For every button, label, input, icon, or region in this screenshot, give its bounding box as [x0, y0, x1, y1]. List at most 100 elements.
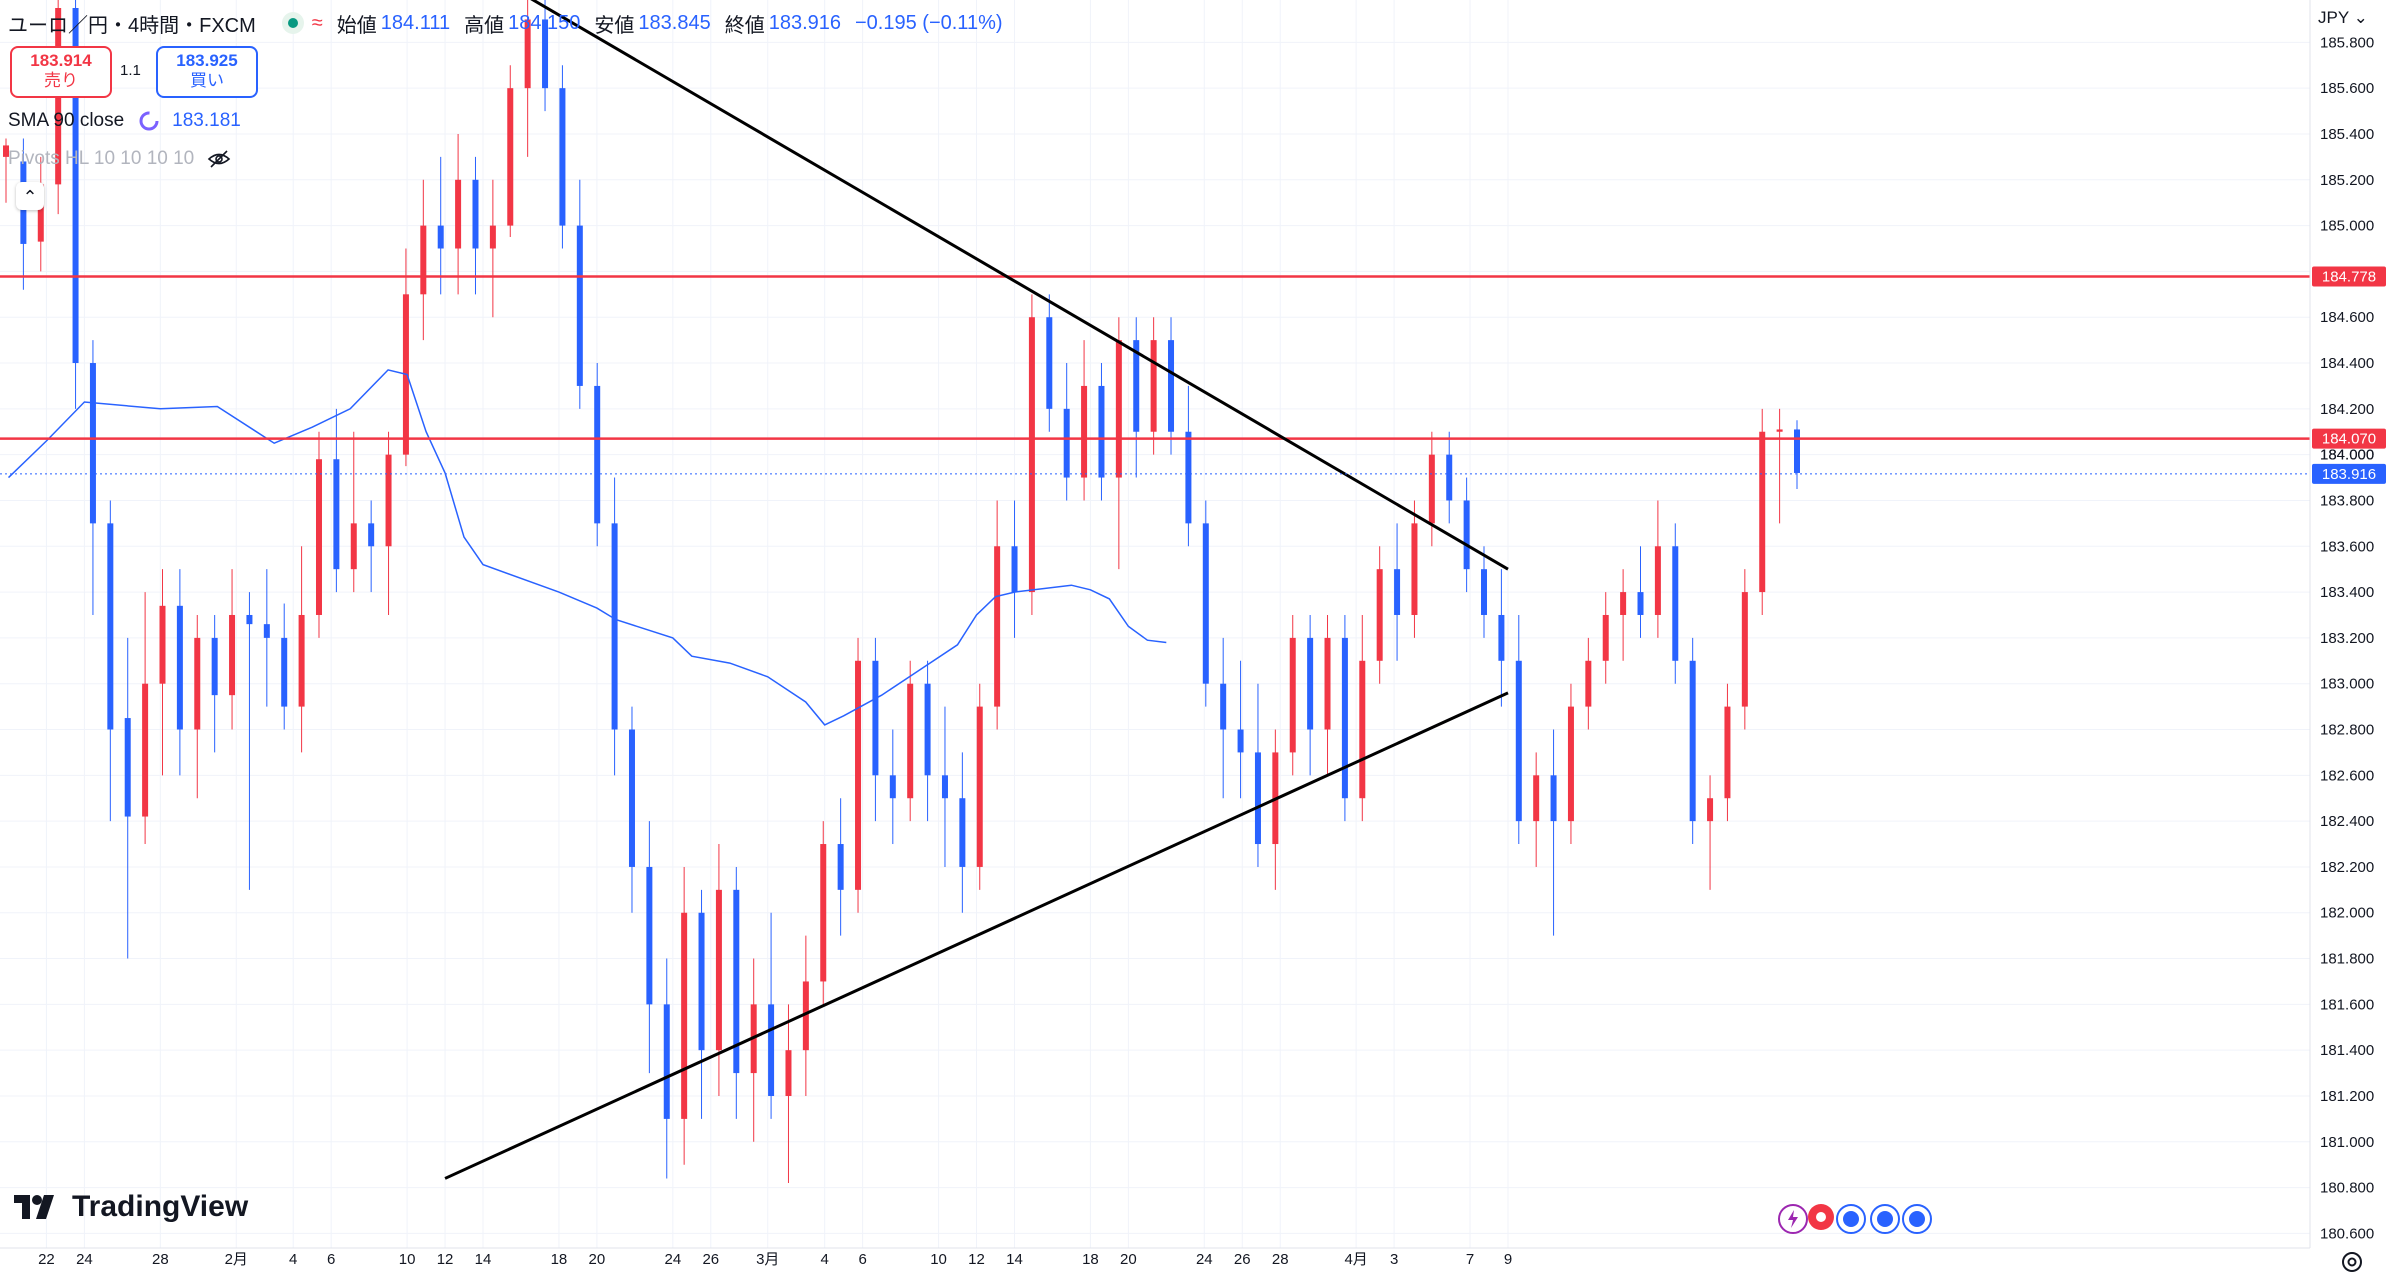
x-tick-label: 18	[1082, 1251, 1099, 1268]
trendline	[444, 691, 1509, 1180]
y-tick-label: 182.600	[2320, 767, 2374, 784]
trendline	[530, 0, 1509, 571]
y-tick-label: 183.200	[2320, 630, 2374, 647]
logo-text: TradingView	[72, 1190, 249, 1223]
y-tick-label: 182.800	[2320, 722, 2374, 739]
x-tick-label: 4	[289, 1251, 297, 1268]
candle-body	[663, 1004, 670, 1119]
trendlines[interactable]	[331, 0, 1509, 1180]
event-icon-blue-2[interactable]	[1870, 1204, 1900, 1234]
pivots-legend[interactable]: Pivots HL 10 10 10 10	[8, 146, 232, 172]
chart-settings-icon[interactable]	[2338, 1248, 2366, 1276]
candle-body	[1741, 592, 1748, 707]
candle-body	[733, 889, 740, 1074]
time-axis[interactable]: 22 24 28 2月 4 6 10 12 14 18 20 24 26 3月 4 6 10 12 14 18 20 24…	[38, 1251, 1512, 1268]
candle-body	[368, 523, 375, 547]
candle-body	[1602, 614, 1609, 661]
low-value: 183.845	[638, 11, 711, 34]
candle-body	[1620, 592, 1627, 615]
candle-body	[1237, 729, 1244, 753]
candle-body	[1724, 706, 1731, 799]
buy-button[interactable]: 183.925 買い	[156, 46, 258, 98]
y-tick-label: 185.200	[2320, 172, 2374, 189]
y-tick-label: 185.400	[2320, 126, 2374, 143]
y-tick-label: 183.400	[2320, 584, 2374, 601]
candle-body	[281, 637, 288, 707]
candle-body	[298, 614, 305, 707]
candle-body	[1411, 523, 1418, 615]
candle-body	[1324, 637, 1331, 730]
buy-price: 183.925	[176, 51, 238, 70]
x-tick-label: 14	[1006, 1251, 1023, 1268]
sell-label: 売り	[44, 71, 78, 90]
x-tick-label: 6	[327, 1251, 335, 1268]
x-tick-label: 10	[399, 1251, 416, 1268]
candle-body	[1341, 637, 1348, 799]
price-tag-label: 183.916	[2322, 466, 2376, 483]
x-tick-label: 3	[1390, 1251, 1398, 1268]
candle-body	[1254, 752, 1261, 845]
candle-body	[715, 889, 722, 1051]
price-axis[interactable]: 180.600 180.800 181.000 181.200 181.400 181.6…	[2320, 34, 2374, 1242]
candle-body	[385, 454, 392, 547]
event-icon-red[interactable]	[1808, 1204, 1834, 1230]
close-label: 終値	[724, 14, 765, 37]
candle-body	[855, 660, 862, 890]
event-icon-flash[interactable]	[1778, 1204, 1808, 1234]
candle-body	[576, 225, 583, 386]
sell-button[interactable]: 183.914 売り	[10, 46, 112, 98]
candle-body	[1637, 592, 1644, 615]
event-icon-blue-1[interactable]	[1836, 1204, 1866, 1234]
price-tag-label: 184.778	[2322, 268, 2376, 285]
x-tick-label: 22	[38, 1251, 55, 1268]
y-tick-label: 185.800	[2320, 34, 2374, 51]
candle-body	[1289, 637, 1296, 753]
currency-selector[interactable]: JPY ⌄	[2318, 8, 2368, 28]
tradingview-logo-icon	[14, 1195, 54, 1219]
y-tick-label: 184.600	[2320, 309, 2374, 326]
x-tick-label: 7	[1466, 1251, 1474, 1268]
candle-body	[976, 706, 983, 867]
candle-body	[1028, 317, 1035, 593]
sma-90-line	[7, 369, 1167, 726]
candle-body	[1202, 523, 1209, 684]
symbol-title[interactable]: ユーロ／円・4時間・FXCM	[8, 14, 256, 37]
candle-body	[1376, 569, 1383, 661]
horizontal-levels[interactable]	[0, 275, 2310, 440]
candle-body	[1689, 660, 1696, 822]
candle-body	[1307, 637, 1314, 730]
candle-body	[1463, 500, 1470, 570]
candle-body	[559, 88, 566, 226]
tradingview-logo[interactable]: TradingView	[14, 1190, 248, 1224]
candle-body	[1011, 546, 1018, 593]
x-tick-label: 26	[1234, 1251, 1251, 1268]
sell-price: 183.914	[30, 51, 92, 70]
y-tick-label: 185.000	[2320, 218, 2374, 235]
candle-body	[872, 660, 879, 776]
y-tick-label: 184.200	[2320, 401, 2374, 418]
candle-body	[246, 614, 253, 625]
candle-body	[229, 614, 236, 696]
candle-body	[1776, 429, 1783, 432]
price-label: 184.000	[2320, 447, 2374, 464]
collapse-legend-button[interactable]: ⌃	[16, 182, 44, 210]
candle-body	[1446, 454, 1453, 501]
candle-body	[1794, 429, 1800, 473]
y-tick-label: 181.000	[2320, 1134, 2374, 1151]
candle-body	[802, 981, 809, 1051]
hidden-eye-icon[interactable]	[206, 146, 232, 172]
event-icon-blue-3[interactable]	[1902, 1204, 1932, 1234]
change-value: −0.195 (−0.11%)	[855, 11, 1003, 34]
candle-body	[907, 683, 914, 799]
candle-body	[1115, 340, 1122, 478]
sma-legend[interactable]: SMA 90 close 183.181	[8, 108, 241, 134]
candle-body	[941, 775, 948, 799]
x-tick-label: 24	[76, 1251, 93, 1268]
candle-body	[472, 179, 479, 249]
candle-body	[1428, 454, 1435, 524]
candle-body	[420, 225, 427, 295]
y-tick-label: 180.600	[2320, 1225, 2374, 1242]
candle-body	[1550, 775, 1557, 822]
candle-body	[1672, 546, 1679, 661]
